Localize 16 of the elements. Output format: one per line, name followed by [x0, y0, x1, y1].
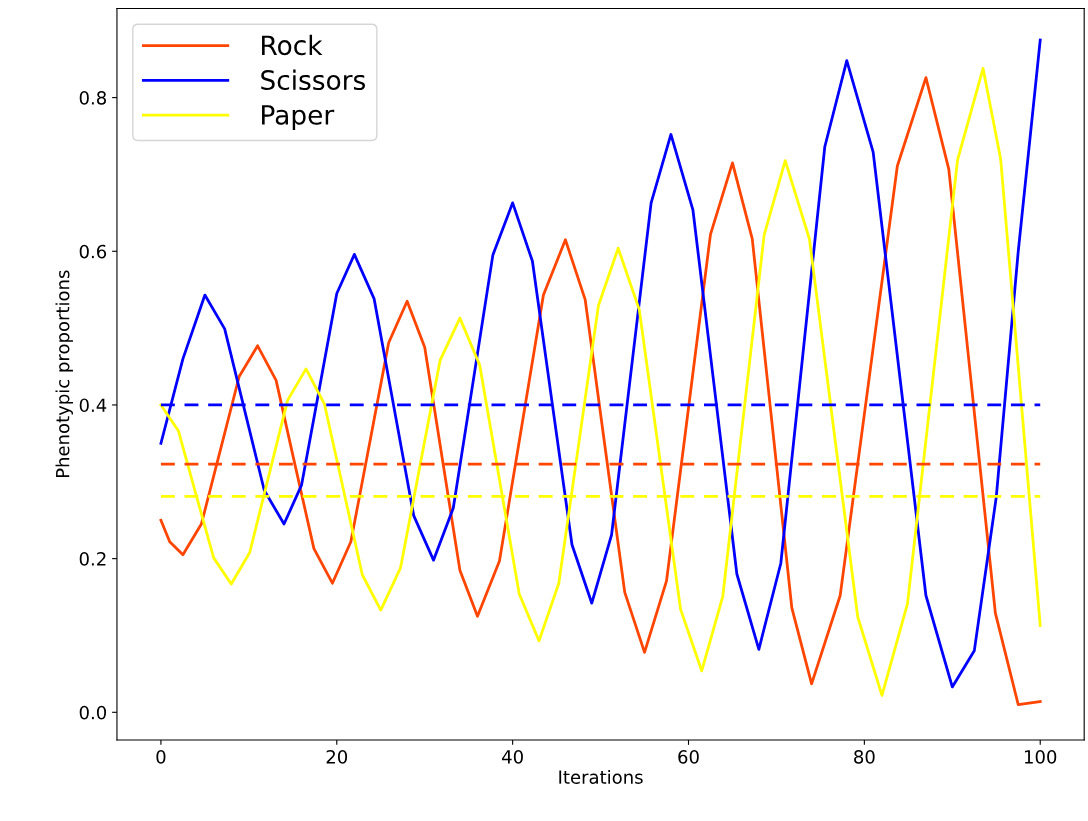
x-tick-label: 0 [156, 750, 166, 764]
x-tick-label: 100 [1024, 750, 1057, 764]
legend-label: Rock [262, 34, 323, 56]
y-axis-title: Phenotypic proportions [55, 270, 73, 478]
y-tick-label: 0.0 [79, 705, 107, 720]
x-tick-label: 20 [326, 750, 348, 764]
y-tick-label: 0.4 [79, 398, 107, 413]
y-tick-label: 0.8 [79, 91, 106, 105]
x-axis-title: Iterations [559, 769, 643, 784]
legend-label: Paper [262, 105, 335, 130]
legend-label: Scissors [261, 69, 365, 91]
y-tick-label: 0.6 [79, 244, 107, 259]
y-tick-label: 0.2 [79, 552, 106, 566]
x-tick-label: 60 [678, 750, 699, 764]
x-tick-label: 40 [502, 750, 523, 764]
x-tick-label: 80 [854, 750, 875, 764]
